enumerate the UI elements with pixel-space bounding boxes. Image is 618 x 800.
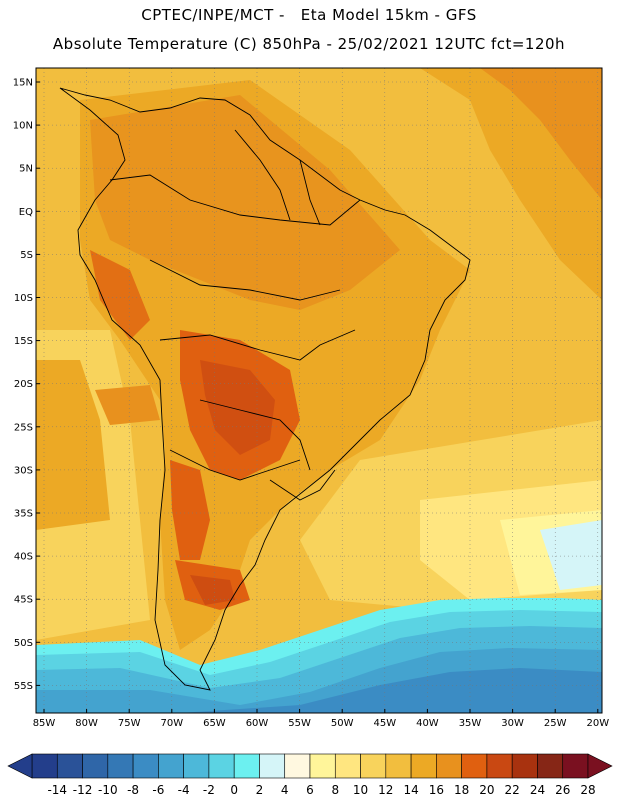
colorbar-label: 20: [479, 783, 494, 797]
lon-tick-label: 60W: [246, 718, 269, 729]
map-frame: [35, 67, 603, 714]
lon-tick-label: 55W: [288, 718, 311, 729]
colorbar-min-arrow: [7, 753, 33, 779]
colorbar-segment: [486, 753, 513, 779]
colorbar-label: -2: [203, 783, 215, 797]
colorbar-label: 22: [505, 783, 520, 797]
lat-tick-label: 20S: [14, 379, 33, 390]
colorbar-label: -6: [152, 783, 164, 797]
colorbar-segment: [208, 753, 235, 779]
colorbar-max-arrow: [587, 753, 613, 779]
country-borders: [59, 87, 471, 691]
lon-tick-label: 45W: [373, 718, 396, 729]
colorbar-segment: [537, 753, 564, 779]
lat-tick-label: 35S: [14, 509, 33, 520]
lat-tick-label: EQ: [19, 207, 33, 218]
colorbar-segment: [132, 753, 159, 779]
colorbar-segment: [259, 753, 286, 779]
colorbar-segment: [511, 753, 538, 779]
lat-tick-label: 5S: [20, 250, 33, 261]
lon-tick-label: 35W: [459, 718, 482, 729]
colorbar-segment: [385, 753, 412, 779]
colorbar-label: 18: [454, 783, 469, 797]
lat-tick-label: 5N: [19, 164, 33, 175]
lat-tick-label: 15N: [13, 78, 33, 89]
colorbar-label: -14: [47, 783, 67, 797]
colorbar-segment: [562, 753, 589, 779]
map-subtitle: Absolute Temperature (C) 850hPa - 25/02/…: [52, 35, 566, 53]
temperature-field: [36, 68, 602, 713]
latitude-axis: 15N 10N 5N EQ 5S 10S 15S 20S 25S 30S 35S 40S 45S 50S 5…: [13, 78, 40, 692]
colorbar-segment: [410, 753, 437, 779]
lat-tick-label: 15S: [14, 336, 33, 347]
colorbar: [7, 753, 613, 779]
colorbar-label: -12: [73, 783, 93, 797]
colorbar-segment: [334, 753, 361, 779]
colorbar-segment: [56, 753, 83, 779]
lon-tick-label: 85W: [33, 718, 56, 729]
colorbar-label: 8: [331, 783, 339, 797]
colorbar-segment: [360, 753, 387, 779]
colorbar-label: 14: [403, 783, 418, 797]
lon-tick-label: 30W: [501, 718, 524, 729]
longitude-axis: 85W 80W 75W 70W 65W 60W 55W 50W 45W 40W 35W 30W 25W 2…: [33, 709, 609, 729]
colorbar-label: -10: [98, 783, 118, 797]
colorbar-segment: [436, 753, 462, 779]
colorbar-label: -8: [127, 783, 139, 797]
colorbar-segment: [233, 753, 260, 779]
lon-tick-label: 20W: [586, 718, 609, 729]
lat-tick-label: 40S: [14, 552, 33, 563]
colorbar-label: 10: [353, 783, 368, 797]
lon-tick-label: 25W: [544, 718, 567, 729]
colorbar-label: 24: [530, 783, 545, 797]
lat-tick-label: 25S: [14, 422, 33, 433]
map-title: CPTEC/INPE/MCT - Eta Model 15km - GFS: [141, 6, 477, 24]
colorbar-segment: [82, 753, 109, 779]
colorbar-label: 4: [281, 783, 289, 797]
colorbar-label: 0: [230, 783, 238, 797]
lon-tick-label: 70W: [160, 718, 183, 729]
lat-tick-label: 10S: [14, 293, 33, 304]
lat-tick-label: 45S: [14, 595, 33, 606]
lon-tick-label: 80W: [75, 718, 98, 729]
colorbar-segment: [284, 753, 311, 779]
colorbar-label: 16: [429, 783, 444, 797]
colorbar-label: 2: [256, 783, 264, 797]
lon-tick-label: 75W: [118, 718, 141, 729]
lon-tick-label: 65W: [203, 718, 226, 729]
colorbar-segment: [461, 753, 488, 779]
colorbar-segment: [31, 753, 58, 779]
lat-tick-label: 55S: [14, 681, 33, 692]
colorbar-segment: [183, 753, 210, 779]
lon-tick-label: 40W: [416, 718, 439, 729]
colorbar-label: 6: [306, 783, 314, 797]
colorbar-segment: [107, 753, 134, 779]
colorbar-label: 12: [378, 783, 393, 797]
lat-tick-label: 50S: [14, 638, 33, 649]
colorbar-labels: -14 -12 -10 -8 -6 -4 -2 0 2 4 6 8 10 12 14 16 18 20 22 24 26…: [47, 783, 595, 797]
colorbar-label: 26: [555, 783, 570, 797]
lat-tick-label: 30S: [14, 465, 33, 476]
colorbar-label: 28: [580, 783, 595, 797]
colorbar-segment: [309, 753, 336, 779]
lon-tick-label: 50W: [331, 718, 354, 729]
colorbar-segment: [158, 753, 184, 779]
colorbar-label: -4: [178, 783, 190, 797]
lat-tick-label: 10N: [13, 121, 33, 132]
